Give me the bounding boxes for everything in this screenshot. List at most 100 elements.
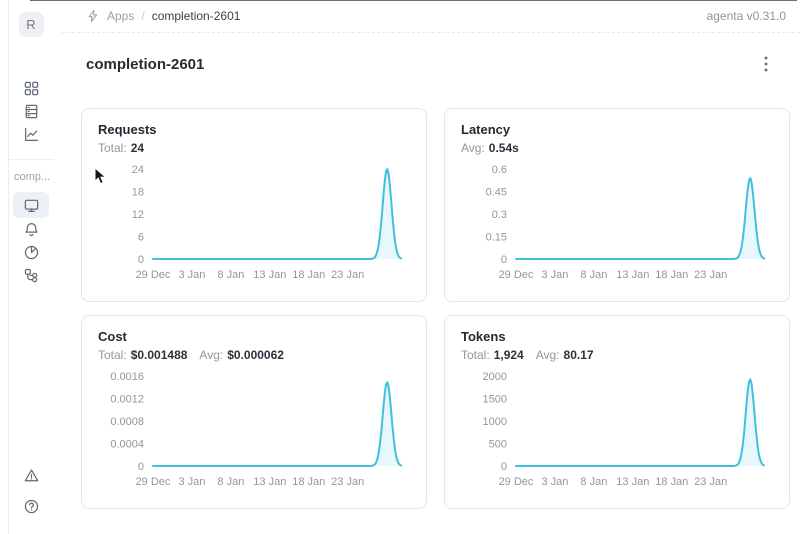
- breadcrumb-separator: /: [141, 9, 145, 23]
- card-stats: Total: $0.001488 Avg: $0.000062: [98, 348, 410, 362]
- monitor-icon: [24, 199, 38, 212]
- app-name-truncated: comp...: [14, 171, 51, 183]
- breadcrumb-apps-link[interactable]: Apps: [107, 9, 135, 23]
- screen-left-edge-artifact: [8, 0, 9, 534]
- workspace-avatar[interactable]: R: [18, 12, 44, 37]
- line-chart-icon: [24, 128, 38, 141]
- svg-text:29 Dec: 29 Dec: [136, 269, 171, 281]
- stat-label: Avg:: [535, 348, 560, 362]
- svg-text:500: 500: [489, 439, 507, 451]
- tokens-card: Tokens Total: 1,924 Avg: 80.17 0 500 1000 150…: [444, 315, 790, 509]
- svg-text:0: 0: [501, 461, 507, 473]
- svg-text:0.45: 0.45: [486, 187, 507, 199]
- card-stats: Total: 24: [98, 141, 410, 155]
- sidebar-item-changelog[interactable]: [13, 464, 49, 487]
- requests-card: Requests Total: 24 0 6 12 18 24 29 Dec 3 Jan 8 J…: [81, 108, 427, 302]
- latency-line-chart[interactable]: 0 0.15 0.3 0.45 0.6 29 Dec 3 Jan 8 Jan 13 Jan 18 …: [461, 159, 773, 287]
- tokens-line-chart[interactable]: 0 500 1000 1500 2000 29 Dec 3 Jan 8 Jan 13 Jan 18…: [461, 366, 773, 494]
- svg-text:0.0012: 0.0012: [110, 394, 144, 406]
- svg-text:23 Jan: 23 Jan: [331, 269, 364, 281]
- svg-text:8 Jan: 8 Jan: [217, 476, 244, 488]
- svg-text:6: 6: [138, 232, 144, 244]
- card-title: Latency: [461, 122, 511, 137]
- page-title: completion-2601: [86, 55, 205, 73]
- screen-top-edge-artifact: [30, 0, 797, 1]
- svg-text:23 Jan: 23 Jan: [331, 476, 364, 488]
- svg-text:29 Dec: 29 Dec: [499, 476, 534, 488]
- svg-text:18 Jan: 18 Jan: [292, 269, 325, 281]
- svg-text:24: 24: [132, 164, 144, 176]
- svg-text:13 Jan: 13 Jan: [253, 476, 286, 488]
- stat-value: 0.54s: [488, 141, 519, 155]
- svg-text:0.0008: 0.0008: [110, 416, 144, 428]
- sidebar-divider: [8, 159, 54, 160]
- svg-text:1500: 1500: [483, 394, 507, 406]
- svg-text:12: 12: [132, 209, 144, 221]
- svg-text:18 Jan: 18 Jan: [292, 476, 325, 488]
- page-title-row: completion-2601: [62, 33, 800, 74]
- sidebar-item-registry[interactable]: [13, 100, 49, 123]
- question-circle-icon: [24, 499, 38, 514]
- stat-value: $0.000062: [227, 348, 284, 362]
- svg-text:3 Jan: 3 Jan: [541, 476, 568, 488]
- sidebar-item-alerts[interactable]: [13, 218, 49, 241]
- svg-text:23 Jan: 23 Jan: [694, 476, 727, 488]
- cost-card: Cost Total: $0.001488 Avg: $0.000062 0 0.00…: [81, 315, 427, 509]
- requests-line-chart[interactable]: 0 6 12 18 24 29 Dec 3 Jan 8 Jan 13 Jan 18 Jan 23 J…: [98, 159, 410, 287]
- svg-text:18: 18: [132, 187, 144, 199]
- stat-value: 24: [130, 141, 145, 155]
- breadcrumb-current-app[interactable]: completion-2601: [151, 9, 241, 23]
- grid-icon: [24, 81, 38, 96]
- sidebar-bottom-group: [13, 464, 49, 534]
- svg-text:13 Jan: 13 Jan: [253, 269, 286, 281]
- stat-label: Avg:: [199, 348, 224, 362]
- stat-label: Total:: [98, 141, 127, 155]
- stat-value: 1,924: [493, 348, 524, 362]
- svg-text:8 Jan: 8 Jan: [217, 269, 244, 281]
- svg-text:3 Jan: 3 Jan: [541, 269, 568, 281]
- svg-text:18 Jan: 18 Jan: [655, 269, 688, 281]
- svg-text:23 Jan: 23 Jan: [694, 269, 727, 281]
- svg-text:0: 0: [138, 461, 144, 473]
- svg-text:8 Jan: 8 Jan: [580, 476, 607, 488]
- rack-icon: [25, 104, 37, 119]
- svg-text:2000: 2000: [483, 371, 507, 383]
- svg-text:0.6: 0.6: [492, 164, 507, 176]
- sidebar-item-observability[interactable]: [13, 241, 49, 264]
- card-stats: Avg: 0.54s: [461, 141, 773, 155]
- svg-text:18 Jan: 18 Jan: [655, 476, 688, 488]
- stat-label: Total:: [98, 348, 127, 362]
- svg-text:0.0016: 0.0016: [110, 371, 144, 383]
- sidebar-item-apps[interactable]: [13, 77, 49, 100]
- bolt-icon: [88, 9, 98, 22]
- stat-value: 80.17: [563, 348, 594, 362]
- tree-icon: [24, 268, 37, 283]
- sidebar: R comp: [0, 0, 62, 534]
- cost-line-chart[interactable]: 0 0.0004 0.0008 0.0012 0.0016 29 Dec 3 Jan 8 Ja…: [98, 366, 410, 494]
- svg-text:3 Jan: 3 Jan: [178, 269, 205, 281]
- sidebar-item-evaluations[interactable]: [13, 123, 49, 146]
- pie-chart-icon: [24, 245, 38, 260]
- sidebar-item-help[interactable]: [13, 495, 49, 518]
- svg-text:0: 0: [138, 254, 144, 266]
- latency-card: Latency Avg: 0.54s 0 0.15 0.3 0.45 0.6 29 Dec 3…: [444, 108, 790, 302]
- app-version-label: agenta v0.31.0: [706, 9, 786, 23]
- svg-text:13 Jan: 13 Jan: [616, 269, 649, 281]
- svg-text:13 Jan: 13 Jan: [616, 476, 649, 488]
- top-header: Apps / completion-2601 agenta v0.31.0: [62, 0, 800, 33]
- page-menu-button[interactable]: [758, 54, 774, 74]
- svg-text:0.3: 0.3: [492, 209, 507, 221]
- stat-value: $0.001488: [130, 348, 188, 362]
- stat-label: Avg:: [461, 141, 485, 155]
- svg-text:29 Dec: 29 Dec: [499, 269, 534, 281]
- sidebar-item-traces[interactable]: [13, 264, 49, 287]
- svg-text:29 Dec: 29 Dec: [136, 476, 171, 488]
- kebab-menu-icon: [764, 56, 768, 72]
- svg-text:3 Jan: 3 Jan: [178, 476, 205, 488]
- card-stats: Total: 1,924 Avg: 80.17: [461, 348, 773, 362]
- sidebar-item-overview[interactable]: [13, 192, 49, 218]
- main-area: Apps / completion-2601 agenta v0.31.0 co…: [62, 0, 800, 534]
- breadcrumb: Apps / completion-2601: [86, 9, 240, 23]
- svg-text:8 Jan: 8 Jan: [580, 269, 607, 281]
